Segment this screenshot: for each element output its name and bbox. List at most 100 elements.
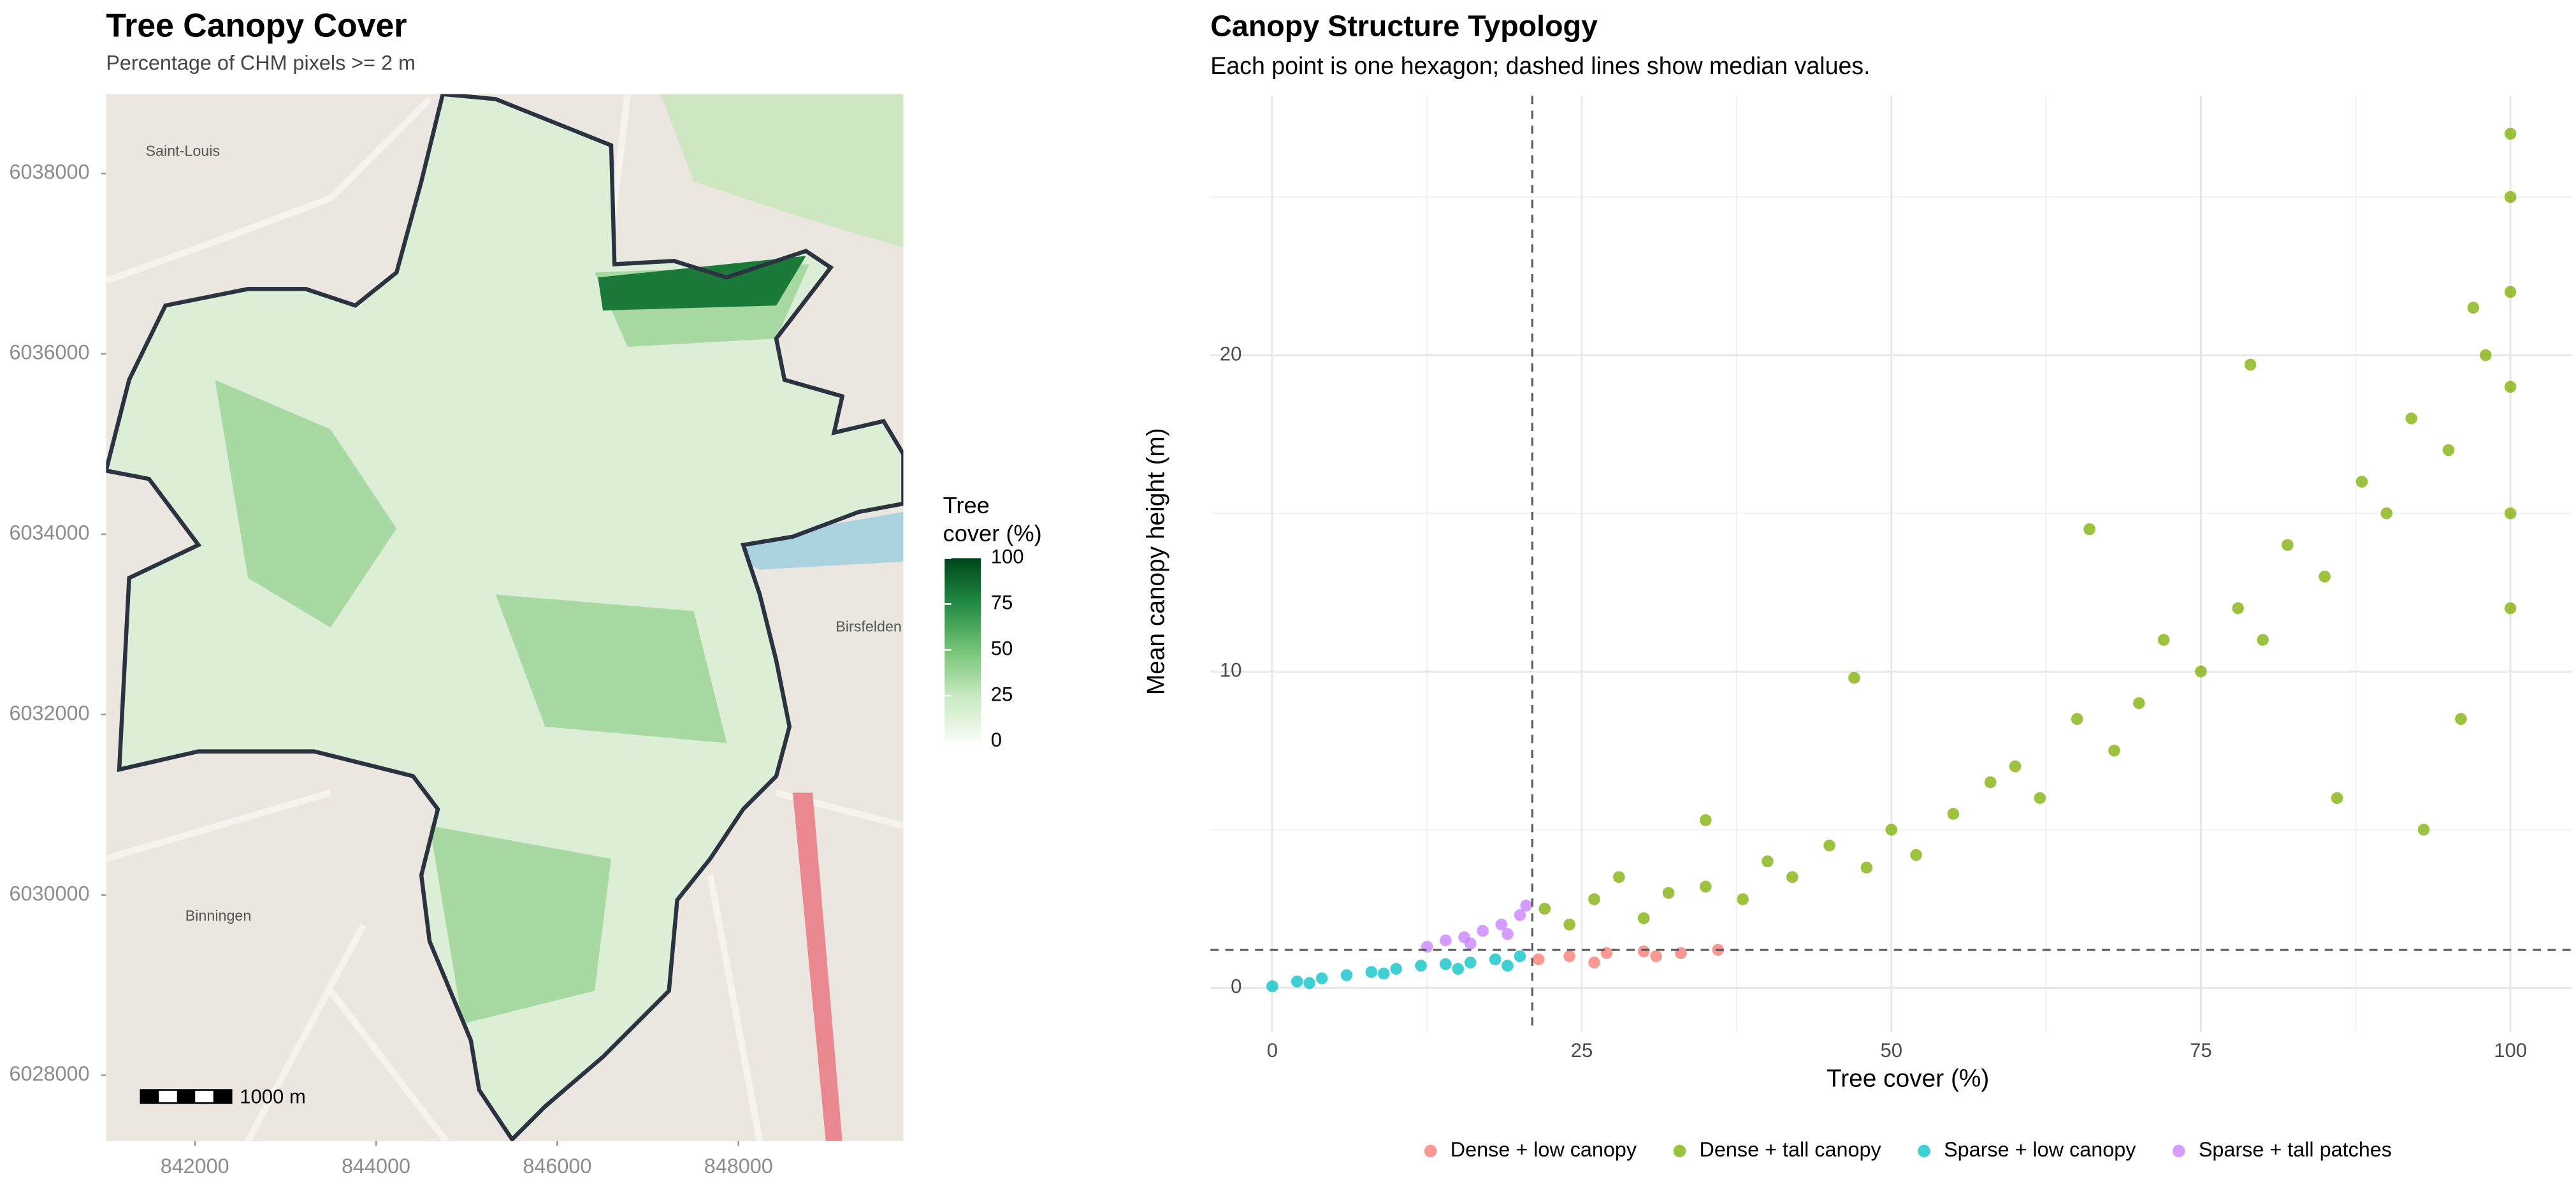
point	[2467, 302, 2480, 314]
legend-marker	[1673, 1144, 1686, 1158]
legend-title: cover (%)	[943, 520, 1042, 546]
map-basemap: Saint-Louis Binningen Birsfelden	[106, 94, 904, 1141]
legend-item: Dense + tall canopy	[1673, 1138, 1882, 1161]
point	[1532, 953, 1545, 966]
point	[1700, 814, 1712, 826]
point	[2455, 713, 2467, 726]
legend-title: Tree	[943, 492, 990, 518]
x-tick-label: 50	[1880, 1039, 1902, 1061]
basemap-park	[660, 94, 904, 248]
basemap-river	[710, 511, 904, 570]
scale-bar-segment	[177, 1090, 196, 1104]
point	[2380, 507, 2393, 520]
y-tick-label: 10	[1220, 659, 1242, 681]
point	[1885, 824, 1898, 836]
point	[1637, 912, 1650, 924]
point	[1860, 861, 1873, 874]
y-tick-label: 6030000	[9, 882, 89, 905]
colorbar-tick-label: 100	[991, 546, 1024, 568]
point	[1947, 808, 1960, 820]
point	[2319, 571, 2331, 583]
point	[2232, 602, 2245, 615]
place-label: Saint-Louis	[146, 142, 221, 159]
point	[2034, 792, 2046, 805]
point	[2504, 128, 2517, 140]
point	[2157, 634, 2170, 646]
point	[1440, 958, 1452, 970]
point	[1421, 940, 1433, 953]
point	[2071, 713, 2083, 726]
legend-item: Dense + low canopy	[1424, 1138, 1637, 1161]
scale-bar-label: 1000 m	[240, 1086, 306, 1108]
point	[1501, 928, 1514, 940]
point	[1650, 950, 1662, 963]
point	[2083, 523, 2095, 536]
point	[2331, 792, 2343, 805]
colorbar-tick-label: 50	[991, 637, 1013, 659]
y-tick-label: 6028000	[9, 1062, 89, 1085]
point	[1464, 937, 1477, 950]
point	[1452, 963, 1465, 975]
point	[1266, 980, 1278, 993]
point	[2417, 824, 2430, 836]
point	[1514, 950, 1526, 963]
legend-item: Sparse + low canopy	[1918, 1138, 2136, 1161]
point	[1762, 855, 1774, 868]
point	[1291, 975, 1303, 988]
point	[2405, 412, 2418, 425]
point	[1737, 893, 1749, 905]
point	[1823, 839, 1835, 852]
colorbar-tick-label: 0	[991, 729, 1002, 751]
point	[1538, 903, 1551, 915]
point	[1303, 977, 1315, 989]
legend-marker	[1918, 1144, 1930, 1158]
legend-label: Sparse + tall patches	[2199, 1138, 2392, 1161]
y-axis-label: Mean canopy height (m)	[1143, 428, 1170, 695]
point	[2009, 760, 2022, 773]
point	[1563, 950, 1575, 963]
point	[2257, 634, 2269, 646]
point	[2244, 358, 2257, 371]
legend-marker	[1424, 1144, 1437, 1158]
point	[1588, 893, 1600, 905]
canopy-dense-area	[215, 264, 809, 1024]
x-tick-label: 842000	[161, 1155, 229, 1178]
point	[1563, 918, 1575, 931]
map-subtitle: Percentage of CHM pixels >= 2 m	[106, 52, 416, 75]
point	[2282, 539, 2294, 551]
point	[1662, 887, 1675, 899]
point	[1464, 956, 1477, 969]
point	[1440, 934, 1452, 947]
point	[1675, 947, 1687, 959]
y-tick-label: 6032000	[9, 701, 89, 724]
point	[1848, 671, 1860, 684]
point	[2504, 602, 2517, 615]
point	[1520, 900, 1532, 912]
y-tick-label: 6034000	[9, 521, 89, 544]
point	[1910, 849, 1922, 861]
colorbar-tick-label: 75	[991, 592, 1013, 614]
point	[1501, 959, 1514, 972]
scale-bar-segment	[213, 1090, 232, 1104]
point	[2442, 444, 2455, 456]
legend-item: Sparse + tall patches	[2172, 1138, 2392, 1161]
point	[2504, 381, 2517, 393]
point	[1588, 956, 1600, 969]
place-label: Binningen	[185, 907, 252, 924]
point	[1365, 966, 1378, 978]
point	[1637, 945, 1650, 958]
legend-label: Dense + tall canopy	[1700, 1138, 1882, 1161]
x-tick-label: 75	[2190, 1039, 2212, 1061]
legend-label: Sparse + low canopy	[1944, 1138, 2136, 1161]
point	[2108, 745, 2120, 757]
legend-marker	[2172, 1144, 2185, 1158]
point	[1514, 909, 1526, 921]
point	[1477, 924, 1489, 937]
y-tick-label: 0	[1231, 975, 1241, 998]
point	[1984, 776, 1997, 789]
point	[2195, 665, 2207, 678]
x-tick-label: 25	[1571, 1039, 1593, 1061]
scale-bar-segment	[140, 1090, 159, 1104]
chart-subtitle: Each point is one hexagon; dashed lines …	[1210, 52, 1870, 79]
